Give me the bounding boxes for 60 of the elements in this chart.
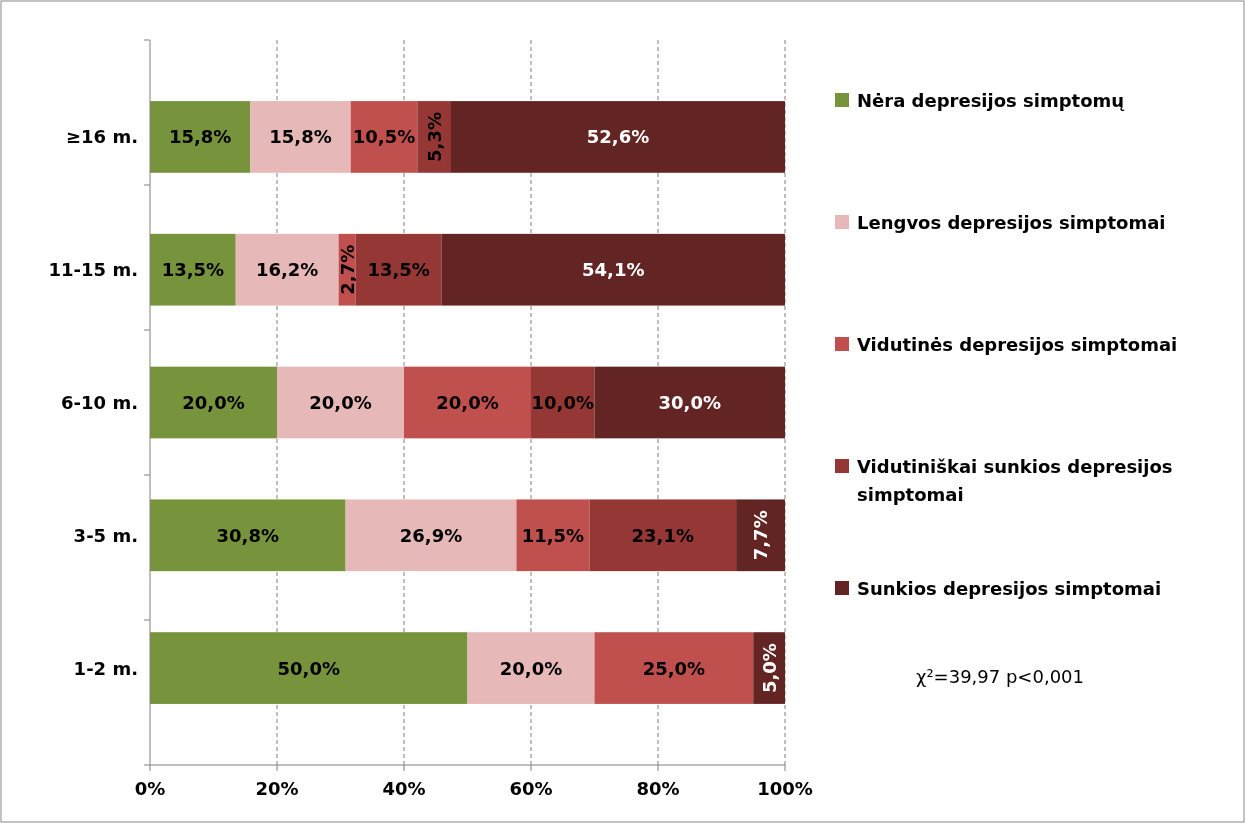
data-label: 11,5% <box>521 524 585 546</box>
data-label: 13,5% <box>367 259 430 281</box>
data-label: 20,0% <box>309 392 372 413</box>
legend-label: Vidutinės depresijos simptomai <box>857 333 1178 355</box>
bar <box>355 233 442 306</box>
x-tick-label: 100% <box>757 778 813 799</box>
bar <box>277 366 404 439</box>
data-label: 50,0% <box>277 657 340 679</box>
bar <box>467 632 595 704</box>
x-tick-label: 60% <box>509 778 553 799</box>
data-label: 30,8% <box>216 524 280 546</box>
data-label: 20,0% <box>499 657 563 679</box>
bar <box>594 632 754 704</box>
data-label: 26,9% <box>399 524 463 546</box>
x-tick-label: 0% <box>134 778 166 799</box>
y-tick-label: 1-2 m. <box>73 657 138 679</box>
bar <box>594 366 785 439</box>
bar <box>450 101 785 173</box>
data-label: 23,1% <box>631 524 694 546</box>
data-label: 52,6% <box>586 126 650 148</box>
bar <box>235 233 339 306</box>
data-label: 5,0% <box>758 643 780 694</box>
y-tick-label: 6-10 m. <box>61 392 138 413</box>
bar <box>404 366 531 439</box>
data-label: 54,1% <box>582 259 645 281</box>
data-label: 2,7% <box>336 244 358 295</box>
legend-label: Sunkios depresijos simptomai <box>857 577 1162 599</box>
y-tick-label: 3-5 m. <box>73 524 138 546</box>
data-label: 10,5% <box>352 126 416 148</box>
bar <box>150 499 346 572</box>
y-tick-label: ≥16 m. <box>66 126 138 148</box>
x-tick-label: 20% <box>255 778 299 799</box>
bar <box>441 233 785 306</box>
bar <box>516 499 590 572</box>
bar <box>345 499 517 572</box>
x-tick-label: 80% <box>636 778 680 799</box>
data-label: 20,0% <box>436 392 499 413</box>
x-tick-label: 40% <box>382 778 426 799</box>
data-label: 30,0% <box>658 392 721 413</box>
bar <box>250 101 351 173</box>
bar <box>150 366 277 439</box>
y-tick-label: 11-15 m. <box>48 259 138 281</box>
data-label: 7,7% <box>750 510 772 561</box>
data-label: 13,5% <box>161 259 225 281</box>
bar <box>150 632 468 704</box>
bar <box>736 499 785 572</box>
legend-label: Lengvos depresijos simptomai <box>857 211 1166 233</box>
data-label: 20,0% <box>182 392 245 413</box>
data-label: 25,0% <box>642 657 706 679</box>
data-label: 15,8% <box>269 126 332 148</box>
data-label: 15,8% <box>168 126 232 148</box>
bar <box>150 101 251 173</box>
bar <box>589 499 737 572</box>
data-label: 10,0% <box>531 392 594 413</box>
bar <box>150 233 236 306</box>
legend-label: Vidutiniškai sunkios depresijos simptomai <box>857 455 1173 505</box>
data-label: 5,3% <box>423 111 445 162</box>
text: χ²=39,97 p<0,001 <box>916 665 1084 687</box>
data-label: 16,2% <box>255 259 319 281</box>
legend-label: Nėra depresijos simptomų <box>857 89 1125 111</box>
